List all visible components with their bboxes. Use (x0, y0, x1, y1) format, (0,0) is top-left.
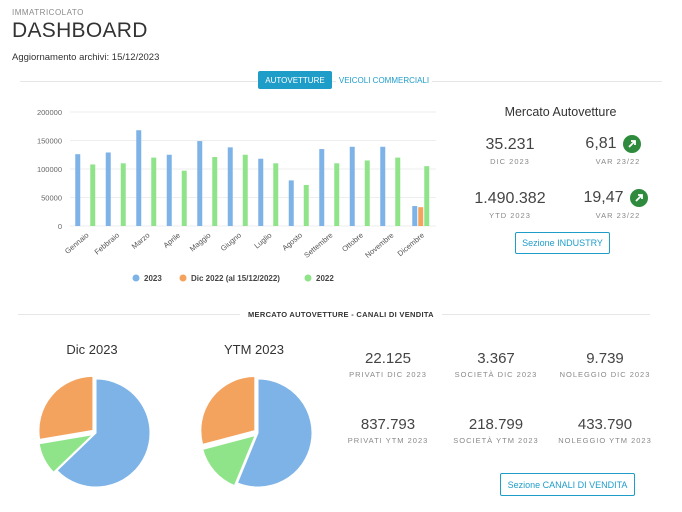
arrow-up-right-icon (629, 189, 648, 207)
page-title: DASHBOARD (12, 19, 148, 42)
bar-dic-2022-al-15-12-2022--dicembre (418, 207, 424, 226)
pie-slice-noleggio (200, 376, 256, 445)
last-update-text: Aggiornamento archivi: 15/12/2023 (12, 52, 160, 63)
bar-2023-giugno (227, 147, 233, 226)
pie-slice-societ- (38, 434, 94, 473)
bar-2023-maggio (197, 141, 203, 226)
sezione-industry-button[interactable]: Sezione INDUSTRY (515, 232, 610, 254)
dic-2023-label: DIC 2023 (490, 157, 530, 166)
pie-chart-ytm-2023 (200, 376, 313, 488)
x-tick-label: Novembre (363, 231, 395, 260)
privati-ytm-label: PRIVATI YTM 2023 (347, 436, 429, 445)
pie-slice-privati (56, 378, 151, 488)
pie-chart-dic-2023 (38, 375, 151, 488)
bar-2023-gennaio (75, 154, 81, 226)
ytd-2023-label: YTD 2023 (489, 211, 531, 220)
bar-2023-novembre (380, 146, 386, 226)
pie-ytm-2023-title: YTM 2023 (224, 342, 284, 357)
noleggio-ytm-label: NOLEGGIO YTM 2023 (558, 436, 652, 445)
x-tick-label: Gennaio (63, 231, 91, 256)
bar-2022-luglio (273, 163, 279, 226)
arrow-up-right-icon (622, 135, 641, 153)
bar-2023-aprile (166, 154, 172, 226)
legend-swatch (304, 274, 312, 282)
x-tick-label: Settembre (302, 231, 334, 260)
y-tick-label: 150000 (37, 137, 62, 146)
var-1: 6,81 (578, 135, 648, 153)
y-tick-label: 200000 (37, 108, 62, 117)
bar-2022-ottobre (364, 160, 370, 226)
privati-dic-label: PRIVATI DIC 2023 (349, 370, 427, 379)
x-tick-label: Maggio (188, 231, 213, 254)
mercato-title: Mercato Autovetture (504, 105, 617, 119)
x-tick-label: Febbraio (93, 231, 121, 257)
bar-2023-febbraio (105, 152, 111, 226)
legend-label: Dic 2022 (al 15/12/2022) (191, 274, 280, 283)
x-tick-label: Luglio (252, 231, 273, 251)
legend-label: 2022 (316, 274, 334, 283)
var-2: 19,47 (578, 189, 653, 207)
y-tick-label: 0 (58, 222, 62, 231)
y-tick-label: 100000 (37, 165, 62, 174)
pie-slice-noleggio (38, 375, 94, 440)
x-tick-label: Marzo (130, 231, 152, 251)
bar-2022-agosto (303, 184, 309, 226)
x-tick-label: Giugno (219, 231, 243, 253)
canali-section-title: MERCATO AUTOVETTURE - CANALI DI VENDITA (240, 310, 442, 319)
privati-ytm-value: 837.793 (360, 416, 416, 433)
privati-dic-value: 22.125 (365, 350, 411, 367)
var-2-label: VAR 23/22 (595, 211, 641, 220)
pie-dic-2023-title: Dic 2023 (66, 342, 118, 357)
bar-2022-maggio (212, 157, 218, 226)
bar-2022-aprile (181, 170, 187, 226)
societa-ytm-label: SOCIETÀ YTM 2023 (453, 436, 539, 445)
legend-swatch (179, 274, 187, 282)
x-tick-label: Aprile (162, 231, 182, 250)
legend-label: 2023 (144, 274, 162, 283)
societa-dic-label: SOCIETÀ DIC 2023 (454, 370, 538, 379)
noleggio-dic-label: NOLEGGIO DIC 2023 (559, 370, 651, 379)
var-1-label: VAR 23/22 (595, 157, 641, 166)
ytd-2023-value: 1.490.382 (474, 190, 546, 207)
bar-2022-marzo (151, 157, 157, 226)
x-tick-label: Ottobre (340, 231, 365, 254)
tab-veicoli-commerciali[interactable]: VEICOLI COMMERCIALI (336, 71, 432, 89)
bar-2022-gennaio (90, 164, 96, 226)
noleggio-dic-value: 9.739 (586, 350, 624, 367)
y-tick-label: 50000 (41, 194, 62, 203)
pie-slice-privati (236, 378, 313, 488)
monthly-registrations-bar-chart: 0 50000 100000 150000 200000 Gennaio Febbraio… (37, 108, 436, 283)
x-tick-label: Agosto (280, 231, 304, 253)
sezione-canali-button[interactable]: Sezione CANALI DI VENDITA (500, 473, 635, 496)
societa-dic-value: 3.367 (477, 350, 515, 367)
bar-2022-febbraio (120, 163, 126, 226)
dic-2023-value: 35.231 (485, 136, 535, 153)
pie-slice-societ- (202, 434, 256, 487)
bar-2023-dicembre (412, 206, 418, 226)
var-2-value: 19,47 (583, 189, 624, 206)
legend-swatch (132, 274, 140, 282)
bar-2022-novembre (395, 157, 401, 226)
bar-2023-marzo (136, 130, 142, 226)
var-1-value: 6,81 (585, 135, 617, 152)
bar-2023-luglio (258, 158, 264, 226)
noleggio-ytm-value: 433.790 (577, 416, 633, 433)
bar-2023-agosto (288, 180, 294, 226)
tab-autovetture[interactable]: AUTOVETTURE (258, 71, 332, 89)
x-tick-label: Dicembre (396, 231, 426, 259)
bar-2022-dicembre (424, 166, 430, 226)
bar-2023-ottobre (349, 146, 355, 226)
bar-2022-giugno (242, 154, 248, 226)
page-eyebrow: IMMATRICOLATO (12, 8, 84, 17)
bar-2022-settembre (334, 163, 340, 226)
bar-2023-settembre (319, 149, 325, 226)
societa-ytm-value: 218.799 (468, 416, 524, 433)
